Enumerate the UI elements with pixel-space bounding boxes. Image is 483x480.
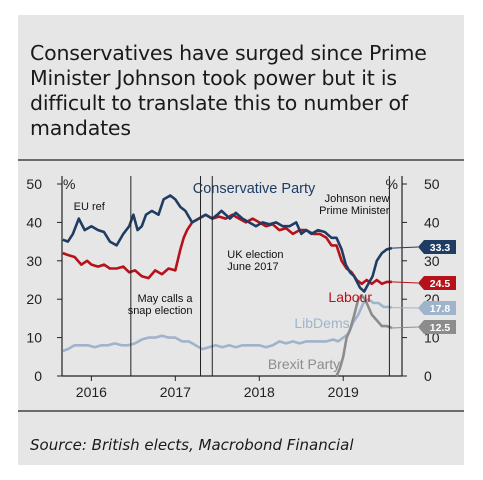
end-value-badge (418, 301, 456, 315)
end-value-badge (418, 240, 456, 254)
y-tick-label-left: 40 (26, 214, 42, 230)
x-tick-label: 2016 (76, 384, 107, 400)
event-annotation: snap election (128, 305, 193, 317)
series-name-label: Brexit Party (268, 356, 340, 372)
event-annotation: May calls a (137, 293, 193, 305)
y-tick-label-right: 40 (424, 214, 440, 230)
series-name-label: LibDems (294, 315, 349, 331)
source-note: Source: British elects, Macrobond Financ… (30, 436, 354, 454)
event-annotation: EU ref (74, 201, 106, 213)
series-name-label: Labour (328, 289, 372, 305)
badge-leader (391, 246, 419, 249)
event-annotation: Johnson new (325, 193, 390, 205)
chart-title: Conservatives have surged since Prime Mi… (30, 41, 427, 140)
y-tick-label-left: 20 (26, 291, 42, 307)
event-annotation: June 2017 (227, 261, 278, 273)
event-annotation: UK election (227, 249, 283, 261)
end-value-badge (418, 320, 456, 334)
series-labels: Conservative Party Labour LibDems Brexit Pa… (193, 181, 456, 372)
y-tick-label-left: 10 (26, 330, 42, 346)
end-value-label: 17.8 (430, 303, 451, 315)
x-tick-label: 2018 (244, 384, 275, 400)
badge-leader (391, 326, 419, 329)
series-lines (62, 194, 393, 377)
end-value-label: 33.3 (430, 242, 451, 254)
y-tick-label-left: 50 (26, 176, 42, 192)
series-line-brexit-party (335, 294, 393, 377)
y-tick-label-right: 30 (424, 253, 440, 269)
event-annotation: Prime Minister (319, 205, 390, 217)
x-tick-label: 2019 (328, 384, 359, 400)
end-value-label: 12.5 (430, 322, 451, 334)
y-tick-label-left: 0 (34, 368, 42, 384)
series-name-label: Conservative Party (193, 181, 316, 197)
badge-leader (391, 281, 419, 284)
y-tick-label-right: 0 (424, 368, 432, 384)
x-tick-label: 2017 (160, 384, 191, 400)
y-tick-label-left: 30 (26, 253, 42, 269)
end-value-badge (418, 276, 456, 290)
y-unit-left: % (63, 176, 75, 192)
y-tick-label-right: 50 (424, 176, 440, 192)
end-value-label: 24.5 (430, 278, 451, 290)
series-line-conservative-party (62, 194, 393, 293)
y-unit-right: % (386, 176, 398, 192)
